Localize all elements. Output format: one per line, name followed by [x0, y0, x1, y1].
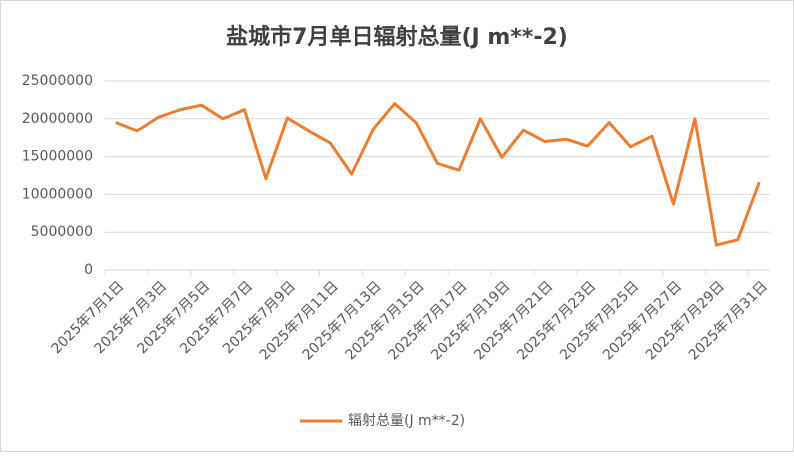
- y-tick-label: 25000000: [22, 73, 93, 89]
- y-tick-label: 15000000: [22, 149, 93, 165]
- y-tick-label: 0: [84, 262, 93, 278]
- y-tick-label: 20000000: [22, 111, 93, 127]
- chart-title: 盐城市7月单日辐射总量(J m**-2): [226, 24, 568, 50]
- legend-label: 辐射总量(J m**-2): [348, 413, 465, 429]
- y-tick-label: 5000000: [31, 224, 93, 240]
- y-tick-label: 10000000: [22, 186, 93, 202]
- data-line: [115, 102, 761, 247]
